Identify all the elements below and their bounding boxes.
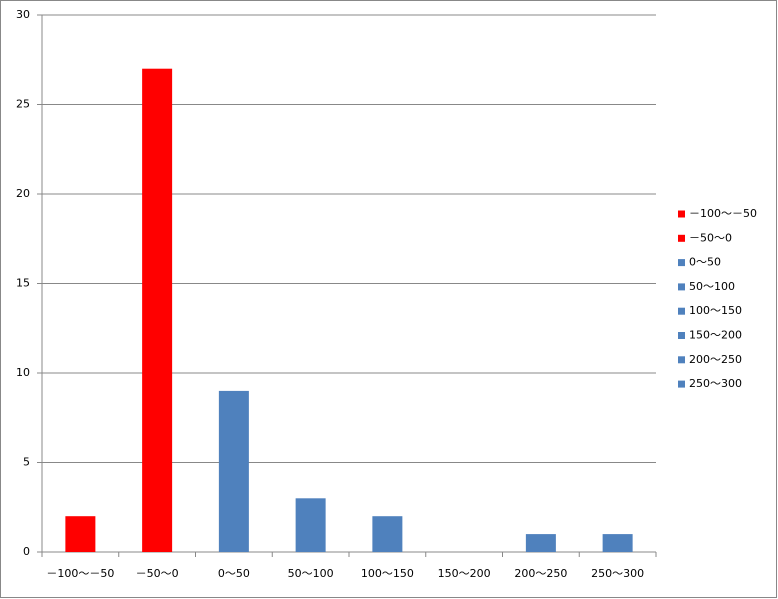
legend-label: －100～－50 xyxy=(689,207,757,220)
legend-label: －50～0 xyxy=(689,231,732,244)
legend-swatch xyxy=(678,234,685,242)
legend-label: 100～150 xyxy=(689,304,742,317)
y-tick-label: 15 xyxy=(16,277,30,290)
legend-label: 0～50 xyxy=(689,256,721,269)
x-tick-label: 150～200 xyxy=(438,567,491,580)
legend-swatch xyxy=(678,356,685,364)
x-tick-label: 200～250 xyxy=(514,567,567,580)
legend-label: 200～250 xyxy=(689,353,742,366)
y-tick-label: 10 xyxy=(16,366,30,379)
legend-swatch xyxy=(678,307,685,315)
x-tick-label: 250～300 xyxy=(591,567,644,580)
bar xyxy=(525,534,556,552)
bar xyxy=(295,498,326,552)
x-tick-label: 50～100 xyxy=(288,567,334,580)
y-tick-label: 0 xyxy=(23,545,30,558)
bar xyxy=(142,68,173,552)
bar xyxy=(218,390,249,552)
legend-label: 150～200 xyxy=(689,329,742,342)
y-tick-label: 5 xyxy=(23,456,30,469)
legend-label: 50～100 xyxy=(689,280,735,293)
x-tick-label: －100～－50 xyxy=(46,567,114,580)
x-tick-label: 100～150 xyxy=(361,567,414,580)
y-tick-label: 30 xyxy=(16,8,30,21)
y-tick-label: 20 xyxy=(16,187,30,200)
bar xyxy=(65,516,96,552)
bar xyxy=(602,534,633,552)
legend-swatch xyxy=(678,380,685,388)
legend-swatch xyxy=(678,332,685,339)
bar xyxy=(372,516,403,552)
legend-swatch xyxy=(678,283,685,291)
y-tick-label: 25 xyxy=(16,98,30,111)
legend-swatch xyxy=(678,259,685,267)
legend-swatch xyxy=(678,210,685,218)
x-tick-label: 0～50 xyxy=(218,567,250,580)
x-tick-label: －50～0 xyxy=(136,567,179,580)
legend-label: 250～300 xyxy=(689,377,742,390)
